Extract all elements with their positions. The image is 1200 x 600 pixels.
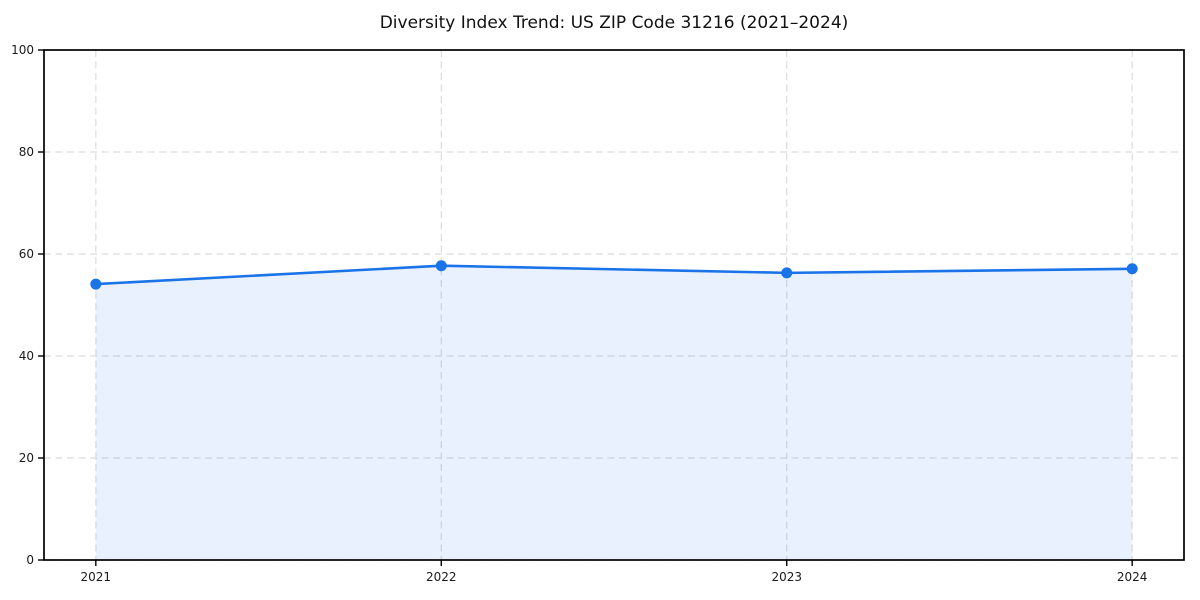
x-tick-label: 2021 bbox=[81, 570, 112, 584]
trend-line bbox=[94, 264, 1134, 286]
area-fill bbox=[95, 265, 1133, 560]
x-tick-label: 2024 bbox=[1117, 570, 1148, 584]
y-tick-label: 60 bbox=[19, 247, 34, 261]
y-tick-label: 80 bbox=[19, 145, 34, 159]
plot-border bbox=[43, 49, 1185, 561]
x-tick-label: 2022 bbox=[426, 570, 457, 584]
data-point-2021 bbox=[90, 278, 102, 290]
chart-title: Diversity Index Trend: US ZIP Code 31216… bbox=[379, 13, 849, 33]
y-tick-label: 40 bbox=[19, 349, 34, 363]
y-tick-label: 100 bbox=[11, 43, 34, 57]
y-tick-label: 20 bbox=[19, 451, 34, 465]
data-point-2023 bbox=[781, 267, 793, 279]
x-tick-label: 2023 bbox=[771, 570, 802, 584]
data-point-2022 bbox=[435, 260, 447, 272]
data-point-2024 bbox=[1126, 263, 1138, 275]
y-tick-label: 0 bbox=[26, 553, 34, 567]
